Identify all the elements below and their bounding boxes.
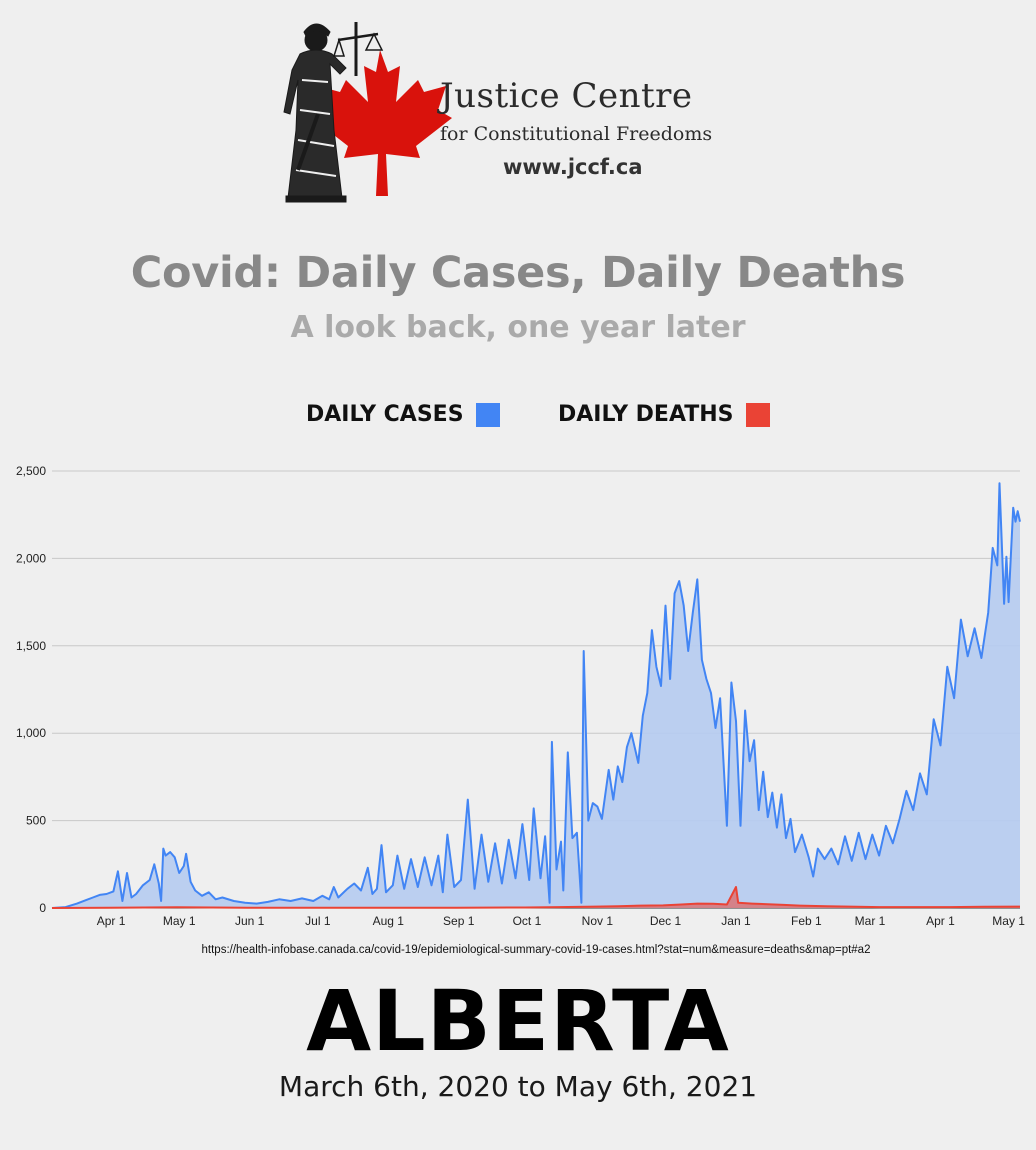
legend-label-cases: DAILY CASES — [306, 402, 464, 427]
org-url[interactable]: www.jccf.ca — [503, 155, 643, 179]
x-tick-label: Aug 1 — [373, 914, 405, 928]
x-tick-label: Feb 1 — [791, 914, 822, 928]
y-tick-label: 0 — [39, 901, 46, 915]
x-tick-label: Jul 1 — [305, 914, 331, 928]
chart-subtitle: A look back, one year later — [290, 310, 746, 345]
jccf-logo: Justice Centre for Constitutional Freedo… — [270, 10, 750, 210]
series-line-deaths — [51, 886, 1021, 909]
org-name: Justice Centre — [440, 76, 693, 116]
chart-title: Covid: Daily Cases, Daily Deaths — [130, 248, 906, 298]
lady-justice-icon — [283, 22, 384, 203]
y-tick-label: 2,500 — [16, 464, 46, 478]
chart-plot: 0 500 1,000 1,500 2,000 2,500 Apr 1 May 1 Jun 1 J… — [16, 464, 1025, 928]
series-area-cases — [52, 483, 1020, 908]
series-line-cases — [51, 482, 1021, 909]
x-tick-label: Nov 1 — [582, 914, 614, 928]
x-tick-label: Apr 1 — [926, 914, 955, 928]
legend-swatch-cases — [475, 402, 500, 427]
source-url[interactable]: https://health-infobase.canada.ca/covid-… — [201, 944, 871, 956]
region-name: ALBERTA — [306, 972, 730, 1070]
x-tick-label: Mar 1 — [855, 914, 886, 928]
legend-label-deaths: DAILY DEATHS — [558, 402, 734, 427]
legend-swatch-deaths — [745, 402, 770, 427]
maple-leaf-icon — [312, 50, 452, 196]
date-range: March 6th, 2020 to May 6th, 2021 — [278, 1070, 758, 1103]
x-tick-label: Sep 1 — [443, 914, 475, 928]
org-tagline: for Constitutional Freedoms — [440, 123, 713, 145]
x-tick-label: Oct 1 — [513, 914, 542, 928]
y-tick-label: 1,500 — [16, 639, 46, 653]
legend-item-cases: DAILY CASES — [306, 402, 500, 427]
legend-item-deaths: DAILY DEATHS — [558, 402, 770, 427]
x-tick-label: Jun 1 — [235, 914, 265, 928]
x-tick-label: May 1 — [992, 914, 1025, 928]
y-tick-label: 2,000 — [16, 551, 46, 565]
x-tick-label: Apr 1 — [97, 914, 126, 928]
y-tick-label: 1,000 — [16, 726, 46, 740]
x-tick-label: Jan 1 — [721, 914, 751, 928]
x-tick-label: Dec 1 — [650, 914, 682, 928]
x-tick-label: May 1 — [163, 914, 196, 928]
y-tick-label: 500 — [26, 814, 46, 828]
